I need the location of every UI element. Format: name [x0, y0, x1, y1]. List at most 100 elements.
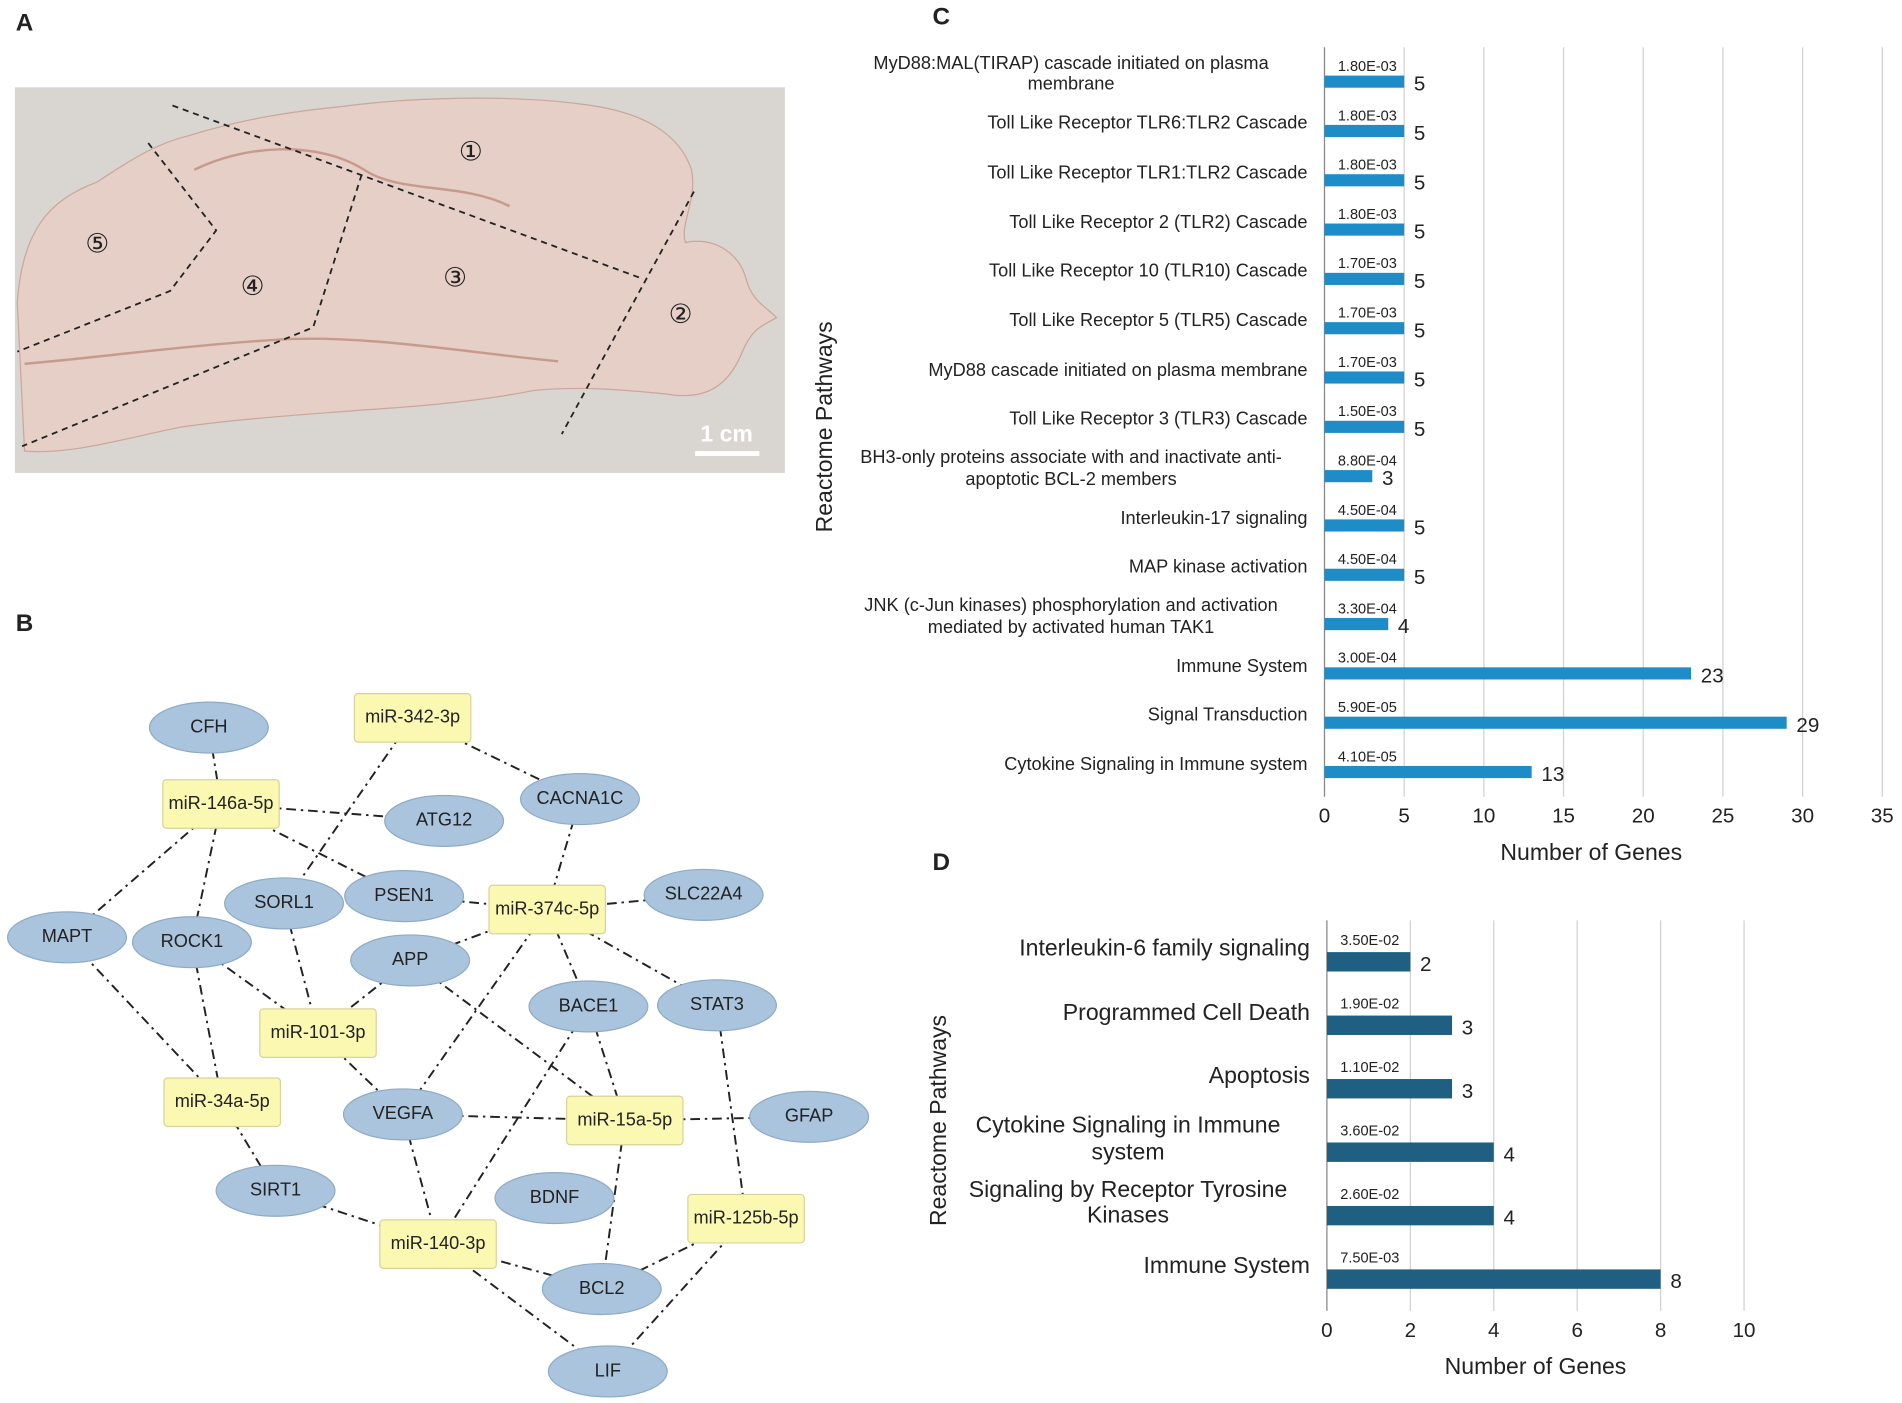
bar: [1324, 568, 1405, 581]
gene-node: [643, 868, 764, 921]
category-label: Apoptosis: [1208, 1063, 1310, 1089]
gene-node: [494, 1171, 615, 1225]
x-tick-label: 35: [1871, 805, 1894, 828]
value-label: 5: [1414, 73, 1425, 96]
x-tick-label: 10: [1472, 805, 1495, 828]
p-value-label: 1.80E-03: [1338, 207, 1397, 223]
x-axis-title: Number of Genes: [1445, 1353, 1627, 1379]
category-label-wrap: Toll Like Receptor TLR1:TLR2 Cascade: [835, 148, 1308, 197]
bar: [1326, 1205, 1494, 1226]
value-label: 5: [1414, 517, 1425, 540]
bar: [1326, 1142, 1494, 1162]
gene-node: [342, 1088, 463, 1141]
category-label: Immune System: [1176, 655, 1308, 677]
x-tick-label: 0: [1321, 1319, 1332, 1342]
category-label-box: MyD88 cascade initiated on plasma membra…: [928, 360, 1307, 381]
category-label: Interleukin-17 signaling: [1120, 507, 1308, 529]
category-label-wrap: MAP kinase activation: [835, 543, 1308, 592]
value-label: 3: [1382, 467, 1393, 490]
gene-node: [6, 911, 128, 964]
x-tick-label: 8: [1655, 1319, 1666, 1342]
value-label: 23: [1701, 664, 1724, 687]
value-label: 5: [1414, 566, 1425, 589]
value-label: 5: [1414, 369, 1425, 392]
value-label: 8: [1670, 1270, 1681, 1293]
edge: [317, 1032, 404, 1116]
gene-node: [344, 870, 465, 923]
x-tick-label: 6: [1571, 1319, 1582, 1342]
p-value-label: 1.70E-03: [1338, 355, 1397, 371]
category-label-box: BH3-only proteins associate with and ina…: [860, 447, 1282, 490]
category-label-wrap: Interleukin-6 family signaling: [946, 918, 1310, 981]
region-number: ④: [241, 271, 265, 302]
category-label-box: Interleukin-17 signaling: [1120, 507, 1308, 529]
category-label-wrap: Toll Like Receptor TLR6:TLR2 Cascade: [835, 99, 1308, 148]
category-label: Immune System: [1143, 1253, 1310, 1280]
mirna-node: [162, 779, 280, 829]
category-label: Toll Like Receptor TLR6:TLR2 Cascade: [987, 113, 1308, 134]
bar: [1324, 322, 1405, 335]
gene-label: STAT3: [690, 994, 744, 1014]
gene-node: [656, 979, 777, 1032]
x-tick-label: 2: [1405, 1319, 1416, 1342]
category-label: Interleukin-6 family signaling: [1019, 936, 1310, 962]
value-label: 4: [1398, 615, 1409, 638]
category-label-wrap: Toll Like Receptor 5 (TLR5) Cascade: [835, 296, 1308, 345]
edge: [600, 1120, 626, 1290]
category-label: Toll Like Receptor 5 (TLR5) Cascade: [1009, 310, 1308, 332]
value-label: 5: [1414, 418, 1425, 441]
category-label-box: Apoptosis: [1208, 1063, 1310, 1089]
value-label: 3: [1462, 1016, 1473, 1039]
category-label-box: Immune System: [1143, 1253, 1310, 1280]
edge: [317, 959, 411, 1034]
value-label: 5: [1414, 171, 1425, 194]
bar: [1324, 174, 1405, 187]
x-tick-label: 4: [1488, 1319, 1499, 1342]
value-label: 29: [1796, 714, 1819, 737]
x-tick-label: 30: [1791, 805, 1814, 828]
value-label: 4: [1503, 1207, 1514, 1230]
category-label-box: Immune System: [835, 641, 1308, 690]
p-value-label: 4.10E-05: [1338, 749, 1397, 765]
p-value-label: 2.60E-02: [1340, 1187, 1399, 1203]
region-number: ⑤: [85, 228, 109, 259]
category-label-box: JNK (c-Jun kinases) phosphorylation and …: [864, 595, 1278, 638]
mirna-node: [353, 693, 472, 743]
gene-label: CACNA1C: [537, 788, 624, 808]
gene-label: BDNF: [530, 1187, 579, 1207]
region-boundary: [172, 104, 644, 280]
value-label: 4: [1503, 1143, 1514, 1166]
bar: [1324, 618, 1389, 631]
p-value-label: 5.90E-05: [1338, 700, 1397, 716]
edge: [66, 803, 222, 939]
category-label: Toll Like Receptor TLR1:TLR2 Cascade: [987, 162, 1308, 184]
edge: [402, 908, 548, 1115]
x-tick-label: 0: [1319, 805, 1330, 828]
network: CFH ATG12 CACNA1C SORL1 PSEN1 SLC22A4 MAPT ROCK…: [6, 693, 870, 1398]
value-label: 5: [1414, 221, 1425, 244]
value-label: 5: [1414, 270, 1425, 293]
category-label-wrap: Immune System: [835, 641, 1308, 690]
category-label-box: MyD88:MAL(TIRAP) cascade initiated on pl…: [835, 50, 1308, 99]
mirna-label: miR-125b-5p: [694, 1207, 799, 1227]
category-label-box: Toll Like Receptor 3 (TLR3) Cascade: [1009, 409, 1307, 430]
gene-label: CFH: [190, 716, 227, 736]
category-label: BH3-only proteins associate with and ina…: [860, 447, 1282, 490]
edge: [409, 959, 626, 1122]
gene-label: SORL1: [254, 892, 314, 912]
y-axis-title: Reactome Pathways: [925, 1015, 951, 1226]
bar: [1324, 124, 1405, 138]
gene-node: [148, 701, 269, 754]
p-value-label: 8.80E-04: [1338, 453, 1397, 469]
category-label-wrap: MyD88:MAL(TIRAP) cascade initiated on pl…: [835, 50, 1308, 99]
mirna-label: miR-15a-5p: [577, 1109, 672, 1129]
category-label: Toll Like Receptor 10 (TLR10) Cascade: [989, 261, 1308, 282]
mirna-node: [488, 884, 607, 935]
category-label: JNK (c-Jun kinases) phosphorylation and …: [864, 595, 1278, 638]
panel-label: A: [16, 10, 34, 37]
x-tick-label: 15: [1552, 805, 1575, 828]
gene-node: [224, 877, 345, 930]
brain-photo: [14, 87, 785, 473]
gene-label: MAPT: [42, 926, 92, 946]
edge: [221, 1101, 277, 1192]
